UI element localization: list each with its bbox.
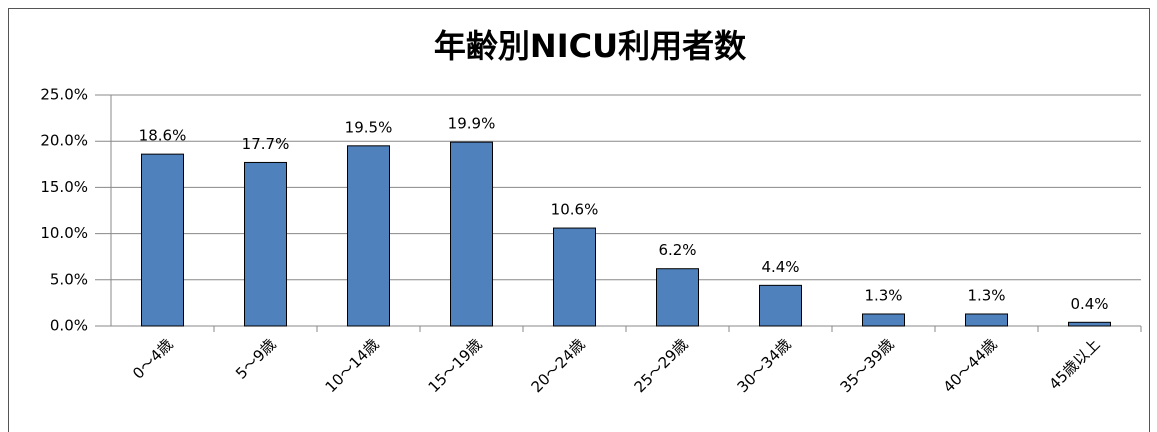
value-label: 10.6%	[551, 201, 599, 219]
bar	[244, 161, 287, 327]
bar	[759, 284, 802, 327]
bar	[450, 141, 493, 327]
y-tick-label: 5.0%	[50, 270, 88, 288]
chart-frame	[8, 8, 1150, 432]
y-tick-label: 10.0%	[40, 224, 88, 242]
value-label: 1.3%	[864, 286, 902, 304]
value-label: 6.2%	[658, 241, 696, 259]
y-tick-label: 0.0%	[50, 317, 88, 335]
bar	[347, 145, 390, 327]
bar	[553, 227, 596, 327]
bar	[141, 153, 184, 327]
value-label: 17.7%	[242, 135, 290, 153]
value-label: 1.3%	[967, 286, 1005, 304]
value-label: 19.9%	[448, 115, 496, 133]
value-label: 0.4%	[1070, 295, 1108, 313]
value-label: 18.6%	[139, 127, 187, 145]
y-tick-label: 20.0%	[40, 132, 88, 150]
bar	[965, 313, 1008, 327]
value-label: 4.4%	[761, 258, 799, 276]
bar	[862, 313, 905, 327]
y-tick-label: 15.0%	[40, 178, 88, 196]
bar	[656, 268, 699, 327]
bar	[1068, 321, 1111, 327]
y-tick-label: 25.0%	[40, 86, 88, 104]
value-label: 19.5%	[345, 118, 393, 136]
chart-title: 年齢別NICU利用者数	[434, 27, 747, 65]
